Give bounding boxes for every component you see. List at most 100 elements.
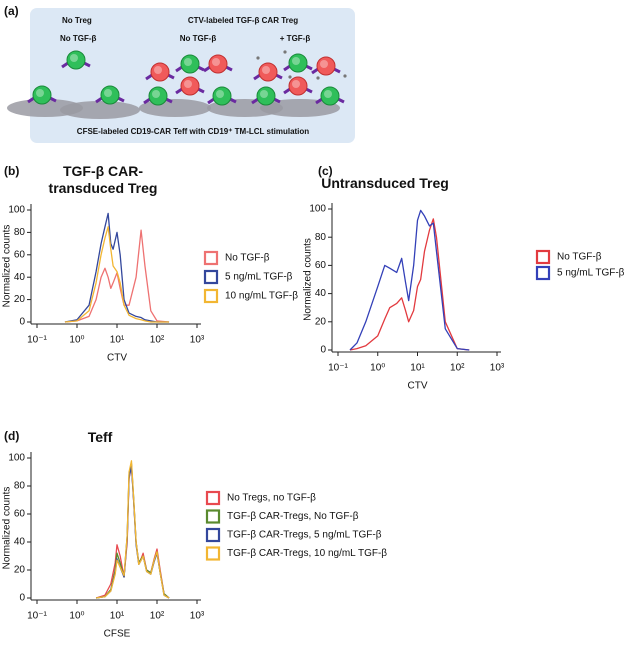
y-tick-label: 100 bbox=[309, 204, 326, 215]
y-tick-label: 40 bbox=[315, 288, 327, 299]
cell-highlight bbox=[184, 58, 192, 66]
cell-highlight bbox=[154, 66, 162, 74]
receptor bbox=[333, 67, 341, 74]
cell-highlight bbox=[152, 90, 160, 98]
x-tick-label: 10³ bbox=[190, 611, 205, 622]
legend-label: TGF-β CAR-Tregs, 5 ng/mL TGF-β bbox=[227, 530, 382, 541]
tgf-dot bbox=[316, 76, 320, 80]
chart: 0 20 40 60 80 100 10⁻¹ 10⁰ 10¹ 10² 10³ CFSE Normaliz… bbox=[2, 452, 387, 640]
y-axis-label: Normalized counts bbox=[303, 238, 314, 321]
y-tick-label: 0 bbox=[19, 593, 25, 604]
y-tick-label: 60 bbox=[14, 249, 26, 260]
receptor bbox=[283, 87, 291, 95]
x-tick-label: 10⁻¹ bbox=[27, 611, 47, 622]
legend-label: TGF-β CAR-Tregs, No TGF-β bbox=[227, 511, 359, 522]
panel-label: (c) bbox=[318, 164, 333, 178]
y-tick-label: 60 bbox=[14, 509, 26, 520]
chart-title: Teff bbox=[87, 429, 113, 445]
diagram-label: No TGF-β bbox=[180, 34, 217, 43]
y-tick-label: 100 bbox=[8, 453, 25, 464]
treg-cell bbox=[288, 76, 308, 96]
receptor bbox=[251, 97, 259, 105]
x-tick-label: 10⁰ bbox=[69, 335, 84, 346]
lcl-cell bbox=[139, 99, 211, 117]
diagram-label: CFSE-labeled CD19-CAR Teff with CD19⁺ TM… bbox=[77, 127, 309, 136]
legend-label: No Tregs, no TGF-β bbox=[227, 493, 316, 504]
legend-swatch bbox=[535, 249, 551, 265]
y-tick-label: 80 bbox=[14, 481, 26, 492]
x-tick-label: 10⁰ bbox=[69, 611, 84, 622]
receptor bbox=[315, 97, 323, 105]
series-line bbox=[64, 226, 170, 323]
receptor bbox=[49, 96, 57, 103]
series-line bbox=[64, 212, 170, 323]
teff-cell bbox=[320, 86, 340, 106]
legend-label: No TGF-β bbox=[557, 252, 602, 263]
receptor bbox=[117, 96, 125, 103]
teff-cell bbox=[148, 86, 168, 106]
chart-title: TGF-β CAR-transduced Treg bbox=[48, 163, 158, 196]
x-tick-label: 10³ bbox=[490, 363, 505, 374]
teff-cell bbox=[66, 50, 86, 70]
receptor bbox=[143, 97, 151, 105]
y-axis-label: Normalized counts bbox=[2, 487, 13, 570]
y-tick-label: 20 bbox=[14, 294, 26, 305]
legend-swatch bbox=[205, 509, 221, 524]
receptor bbox=[203, 65, 211, 73]
x-tick-label: 10² bbox=[150, 611, 165, 622]
legend-label: 5 ng/mL TGF-β bbox=[557, 268, 625, 279]
x-tick-label: 10¹ bbox=[110, 611, 125, 622]
receptor bbox=[275, 73, 283, 80]
tgf-dot bbox=[343, 74, 347, 78]
cell-highlight bbox=[184, 80, 192, 88]
cell-highlight bbox=[212, 58, 220, 66]
receptor bbox=[27, 96, 35, 104]
receptor bbox=[61, 61, 69, 69]
x-axis-label: CFSE bbox=[104, 629, 131, 640]
x-tick-label: 10² bbox=[150, 335, 165, 346]
cell-highlight bbox=[36, 89, 44, 97]
treg-cell bbox=[258, 62, 278, 82]
tgf-dot bbox=[288, 75, 292, 79]
series-line bbox=[64, 229, 170, 323]
teff-cell bbox=[212, 86, 232, 106]
series-line bbox=[349, 218, 470, 351]
legend-swatch bbox=[205, 546, 221, 561]
y-tick-label: 0 bbox=[19, 317, 25, 328]
y-tick-label: 100 bbox=[8, 205, 25, 216]
receptor bbox=[229, 97, 237, 104]
teff-cell bbox=[32, 85, 52, 105]
receptor bbox=[337, 97, 345, 104]
treg-cell bbox=[180, 76, 200, 96]
y-tick-label: 20 bbox=[14, 565, 26, 576]
x-tick-label: 10² bbox=[450, 363, 465, 374]
diagram-label: No TGF-β bbox=[60, 34, 97, 43]
y-tick-label: 40 bbox=[14, 537, 26, 548]
series-line bbox=[95, 460, 170, 599]
teff-cell bbox=[180, 54, 200, 74]
receptor bbox=[175, 65, 183, 73]
legend-swatch bbox=[203, 288, 219, 304]
legend-swatch bbox=[203, 250, 219, 266]
treg-cell bbox=[316, 56, 336, 76]
y-tick-label: 80 bbox=[14, 227, 26, 238]
x-tick-label: 10³ bbox=[190, 335, 205, 346]
legend-swatch bbox=[205, 490, 221, 506]
receptor bbox=[207, 97, 215, 105]
receptor bbox=[197, 87, 205, 94]
diagram-label: CTV-labeled TGF-β CAR Treg bbox=[188, 16, 298, 25]
treg-cell bbox=[208, 54, 228, 74]
legend-swatch bbox=[203, 269, 219, 285]
cell-highlight bbox=[292, 80, 300, 88]
tgf-dot bbox=[256, 56, 260, 60]
receptor bbox=[305, 64, 313, 71]
chart: 0 20 40 60 80 100 10⁻¹ 10⁰ 10¹ 10² 10³ CTV Normalize… bbox=[2, 204, 298, 364]
treg-cell bbox=[150, 62, 170, 82]
y-tick-label: 80 bbox=[315, 232, 327, 243]
diagram-label: No Treg bbox=[62, 16, 92, 25]
panel-label: (b) bbox=[4, 164, 19, 178]
teff-cell bbox=[256, 86, 276, 106]
chart-title: Untransduced Treg bbox=[321, 175, 449, 191]
